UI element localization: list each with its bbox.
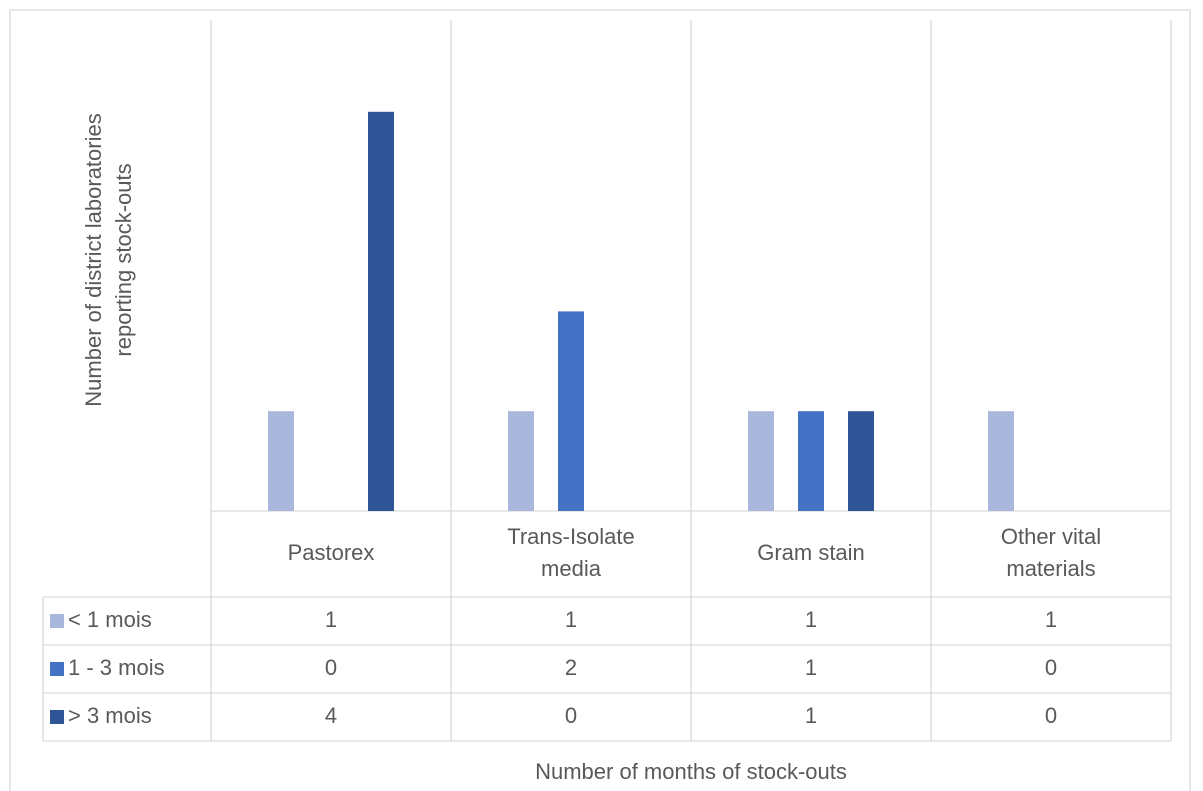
table-value: 4 [325, 703, 337, 728]
bar [368, 111, 394, 512]
bar [798, 411, 824, 511]
table-value: 1 [1045, 607, 1057, 632]
bar [848, 411, 874, 511]
x-tick-label: Gram stain [757, 540, 865, 565]
bar [558, 311, 584, 511]
table-value: 0 [1045, 655, 1057, 680]
x-tick-label: Other vital materials [1001, 524, 1101, 581]
legend-swatch [50, 662, 64, 676]
table-value: 1 [325, 607, 337, 632]
legend-swatch [50, 614, 64, 628]
legend-label: < 1 mois [68, 607, 152, 632]
x-axis-title: Number of months of stock-outs [535, 759, 847, 784]
y-axis-title: Number of district laboratories reporting… [81, 113, 136, 406]
bar [508, 411, 534, 511]
table-value: 1 [805, 655, 817, 680]
bar [268, 411, 294, 511]
legend-label: 1 - 3 mois [68, 655, 165, 680]
table-value: 2 [565, 655, 577, 680]
table-value: 1 [805, 703, 817, 728]
table-value: 0 [325, 655, 337, 680]
x-tick-label: Pastorex [288, 540, 375, 565]
table-value: 1 [805, 607, 817, 632]
bar [748, 411, 774, 511]
x-tick-label: Trans-Isolate media [507, 524, 635, 581]
bar [988, 411, 1014, 511]
chart-border [9, 9, 1191, 791]
legend-swatch [50, 710, 64, 724]
table-value: 0 [565, 703, 577, 728]
legend-label: > 3 mois [68, 703, 152, 728]
table-value: 1 [565, 607, 577, 632]
table-value: 0 [1045, 703, 1057, 728]
